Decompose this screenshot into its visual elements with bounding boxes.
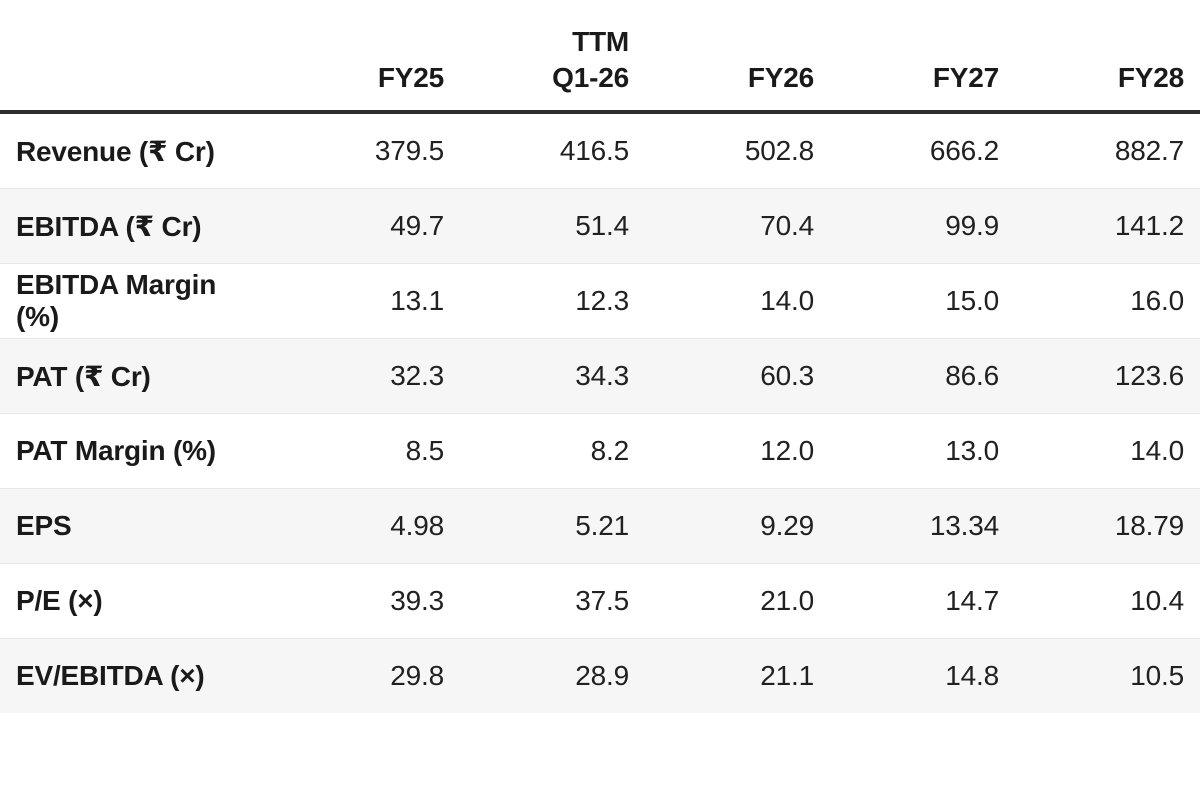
value-cell: 32.3: [275, 338, 460, 414]
table-row: PAT (₹ Cr) 32.3 34.3 60.3 86.6 123.6: [0, 338, 1200, 414]
value-cell: 4.98: [275, 488, 460, 564]
value-cell: 14.0: [645, 263, 830, 339]
row-label: Revenue (₹ Cr): [16, 135, 215, 167]
row-label: EV/EBITDA (×): [0, 638, 275, 713]
value-cell: 13.1: [275, 263, 460, 339]
value-cell: 8.5: [275, 413, 460, 489]
value-cell: 18.79: [1015, 488, 1200, 564]
value-cell: 14.7: [830, 563, 1015, 639]
value-cell: 49.7: [275, 188, 460, 264]
column-header-label: FY25: [377, 62, 444, 93]
value-cell: 12.0: [645, 413, 830, 489]
value-cell: 34.3: [460, 338, 645, 414]
value-cell: 5.21: [460, 488, 645, 564]
column-header-fy26: FY26: [645, 0, 830, 114]
value-cell: 9.29: [645, 488, 830, 564]
table-header: FY25 TTM Q1-26 FY26 FY27 FY28: [0, 0, 1200, 114]
value-cell: 51.4: [460, 188, 645, 264]
table-row: Revenue (₹ Cr) 379.5 416.5 502.8 666.2 882.7: [0, 112, 1200, 189]
value-cell: 141.2: [1015, 188, 1200, 264]
row-label: P/E (×): [0, 563, 275, 639]
value-cell: 13.34: [830, 488, 1015, 564]
column-header-label: Q1-26: [552, 62, 629, 93]
table-row: EPS 4.98 5.21 9.29 13.34 18.79: [0, 488, 1200, 564]
value-cell: 21.1: [645, 638, 830, 713]
table-body: Revenue (₹ Cr) 379.5 416.5 502.8 666.2 882.7…: [0, 112, 1200, 713]
value-cell: 99.9: [830, 188, 1015, 264]
value-cell: 39.3: [275, 563, 460, 639]
value-cell: 10.5: [1015, 638, 1200, 713]
value-cell: 14.0: [1015, 413, 1200, 489]
column-header-fy28: FY28: [1015, 0, 1200, 114]
row-label: PAT (₹ Cr): [0, 338, 275, 414]
value-cell: 37.5: [460, 563, 645, 639]
value-cell: 15.0: [830, 263, 1015, 339]
value-cell: 882.7: [1114, 135, 1184, 166]
table-row: EBITDA (₹ Cr) 49.7 51.4 70.4 99.9 141.2: [0, 188, 1200, 264]
table-row: P/E (×) 39.3 37.5 21.0 14.7 10.4: [0, 563, 1200, 639]
value-cell: 86.6: [830, 338, 1015, 414]
header-row: FY25 TTM Q1-26 FY26 FY27 FY28: [0, 0, 1200, 114]
row-label: EBITDA Margin (%): [0, 263, 275, 339]
row-label: EBITDA (₹ Cr): [0, 188, 275, 264]
value-cell: 379.5: [374, 135, 444, 166]
corner-header-cell: [0, 0, 275, 114]
value-cell: 60.3: [645, 338, 830, 414]
value-cell: 10.4: [1015, 563, 1200, 639]
value-cell: 502.8: [744, 135, 814, 166]
table-row: EBITDA Margin (%) 13.1 12.3 14.0 15.0 16.0: [0, 263, 1200, 339]
column-header-top-line: TTM: [572, 26, 629, 57]
value-cell: 13.0: [830, 413, 1015, 489]
column-header-label: FY28: [1117, 62, 1184, 93]
table-row: PAT Margin (%) 8.5 8.2 12.0 13.0 14.0: [0, 413, 1200, 489]
value-cell: 416.5: [559, 135, 629, 166]
column-header-ttm-q1-26: TTM Q1-26: [460, 0, 645, 114]
column-header-label: FY27: [932, 62, 999, 93]
row-label: EPS: [0, 488, 275, 564]
value-cell: 16.0: [1015, 263, 1200, 339]
value-cell: 14.8: [830, 638, 1015, 713]
value-cell: 70.4: [645, 188, 830, 264]
value-cell: 666.2: [929, 135, 999, 166]
value-cell: 123.6: [1015, 338, 1200, 414]
value-cell: 28.9: [460, 638, 645, 713]
value-cell: 29.8: [275, 638, 460, 713]
column-header-label: FY26: [747, 62, 814, 93]
table-row: EV/EBITDA (×) 29.8 28.9 21.1 14.8 10.5: [0, 638, 1200, 713]
value-cell: 8.2: [460, 413, 645, 489]
row-label: PAT Margin (%): [0, 413, 275, 489]
value-cell: 21.0: [645, 563, 830, 639]
column-header-fy25: FY25: [275, 0, 460, 114]
column-header-fy27: FY27: [830, 0, 1015, 114]
financials-table: FY25 TTM Q1-26 FY26 FY27 FY28 Revenue (₹…: [0, 0, 1200, 713]
value-cell: 12.3: [460, 263, 645, 339]
